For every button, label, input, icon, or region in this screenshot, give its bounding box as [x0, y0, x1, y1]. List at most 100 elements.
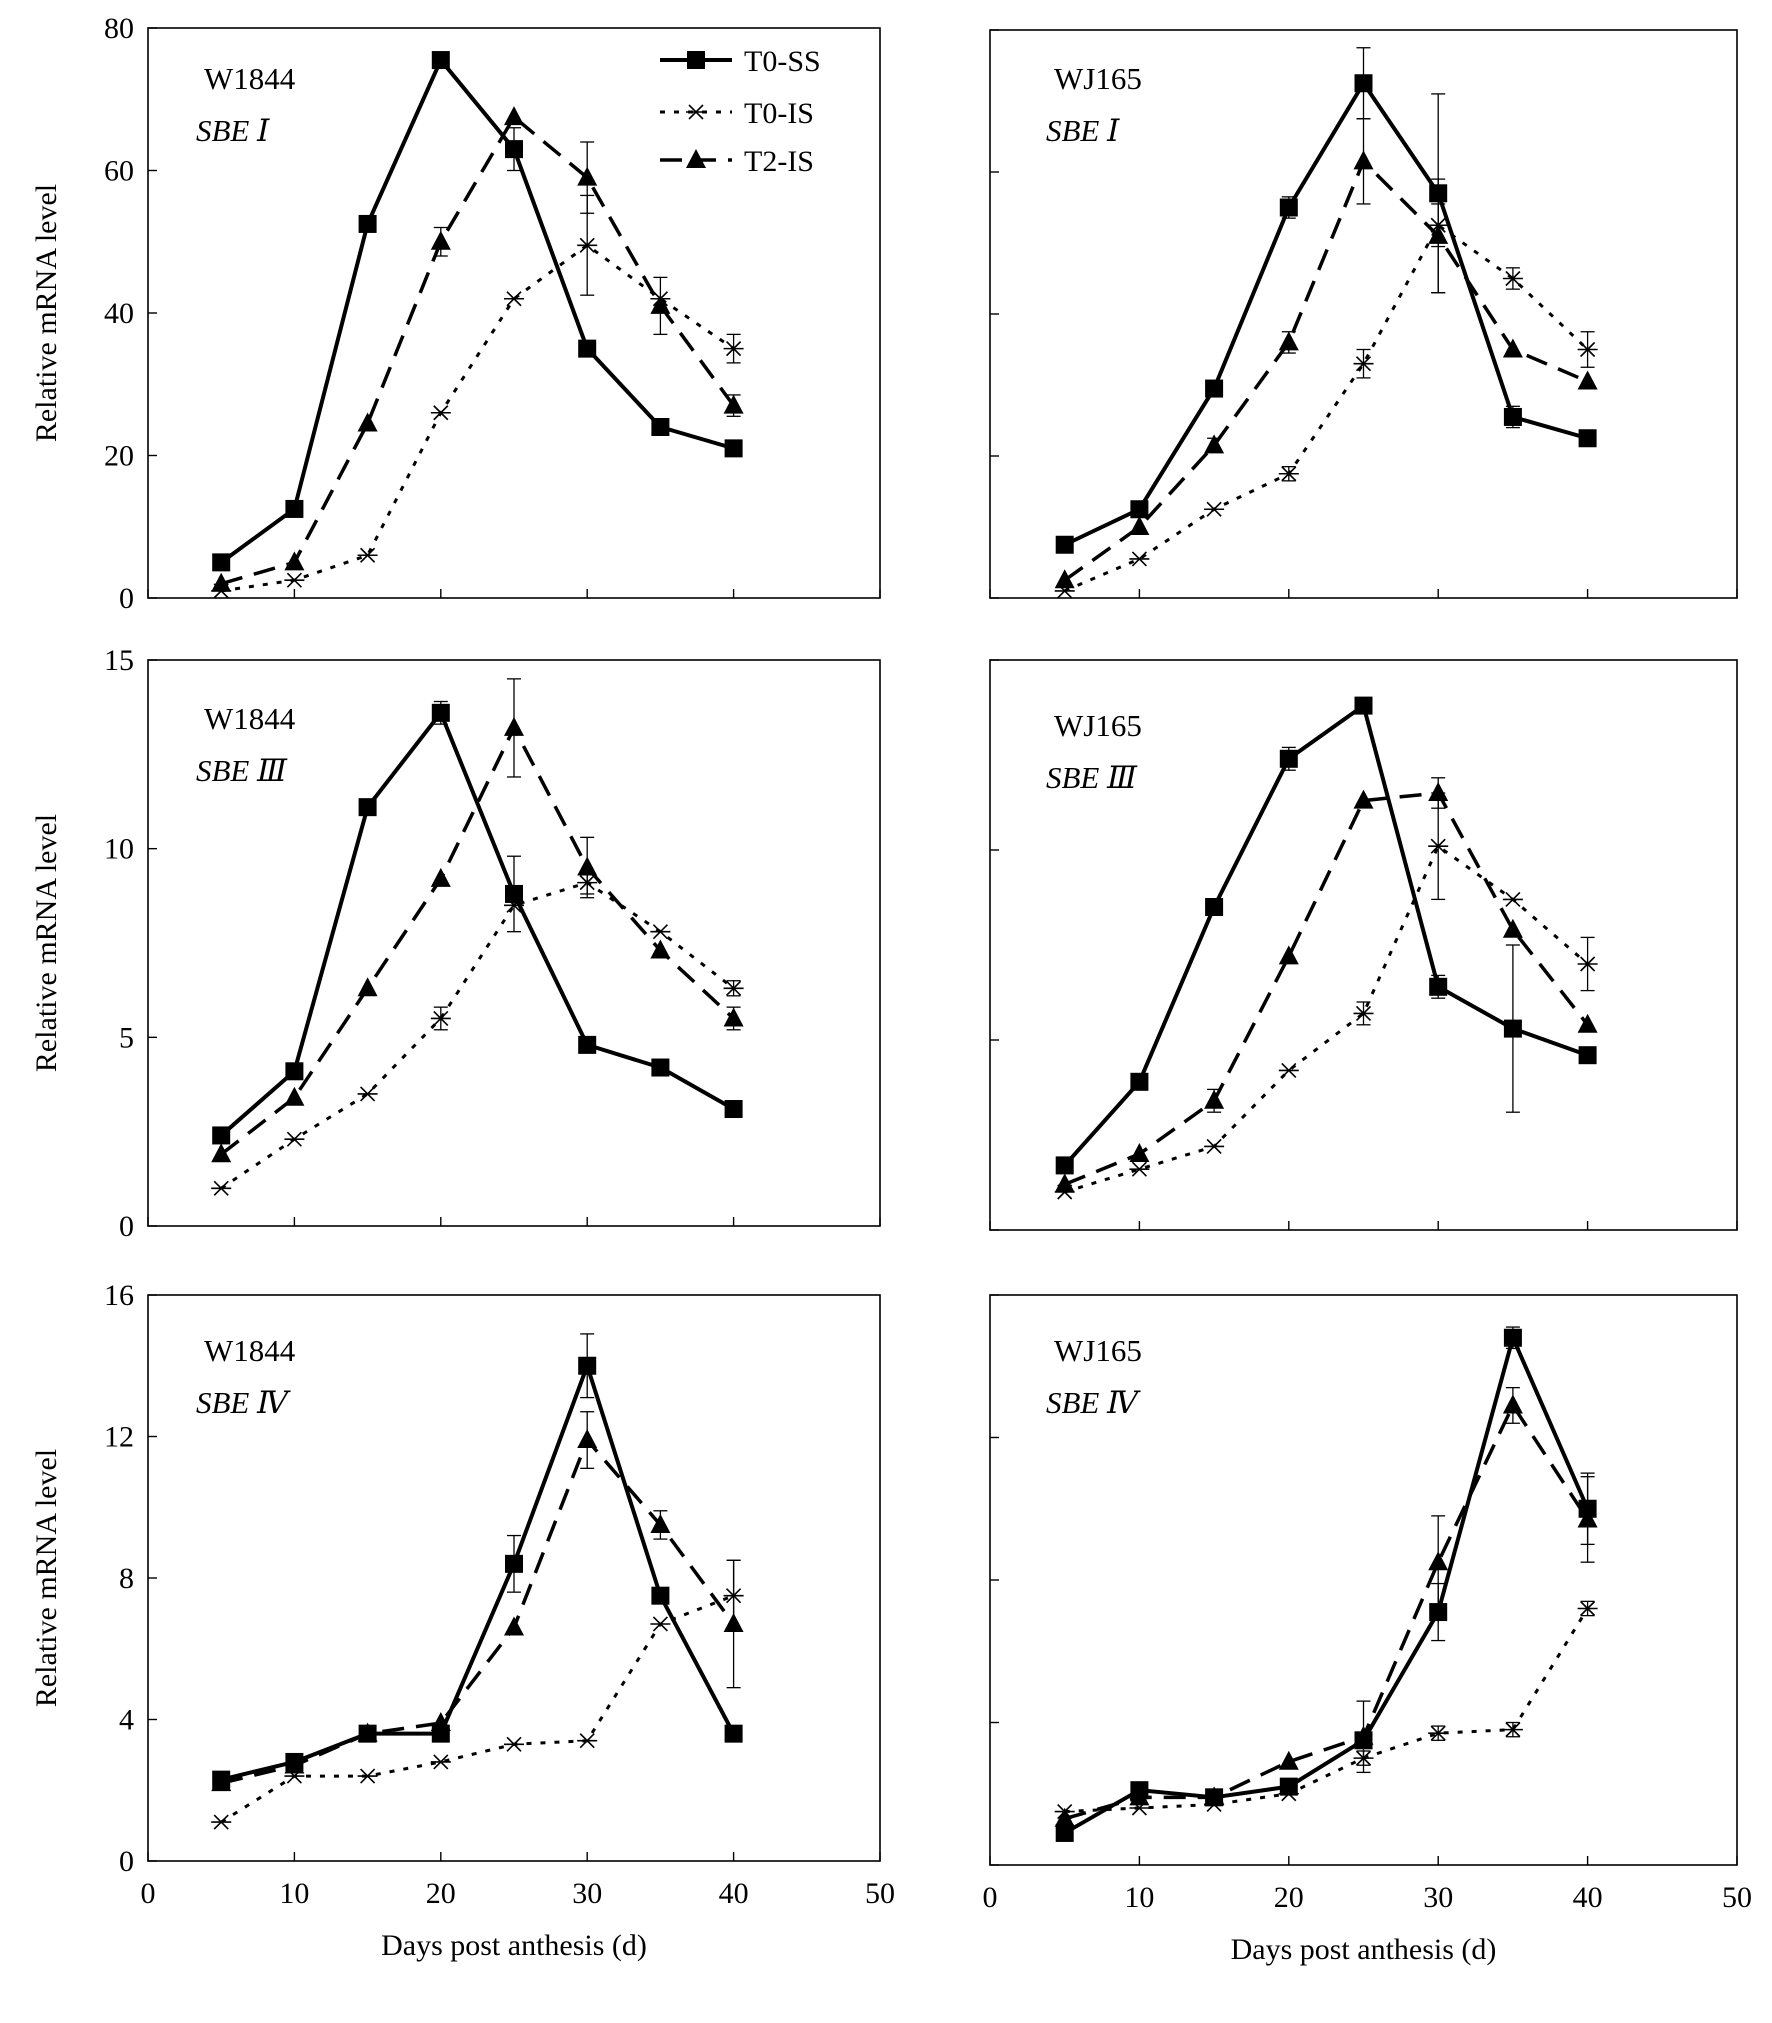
- data-point: [504, 1616, 524, 1636]
- y-tick-label: 0: [119, 1845, 134, 1878]
- data-point: [430, 1754, 451, 1770]
- data-point: [577, 1429, 598, 1449]
- series-line-t2-is: [1064, 1403, 1590, 1821]
- data-point: [1054, 569, 1075, 589]
- x-tick-label: 0: [141, 1877, 156, 1910]
- data-point: [1130, 500, 1149, 519]
- data-point: [1578, 1046, 1597, 1065]
- data-point: [430, 1010, 451, 1027]
- series-t0-is: [1054, 1600, 1598, 1820]
- data-point: [211, 1814, 232, 1830]
- y-tick-label: 60: [104, 155, 134, 188]
- data-point: [651, 1058, 670, 1077]
- series-line-t0-ss: [1063, 703, 1589, 1167]
- data-point: [284, 572, 305, 588]
- x-axis-label: Days post anthesis (d): [381, 1929, 647, 1962]
- panel-w1844-sbe4: W1844 SBE Ⅳ 0 4 8 12 16 0 10 20 30 40 50 Relative m…: [30, 1279, 895, 1962]
- data-point: [1205, 379, 1224, 398]
- data-point: [1204, 1786, 1225, 1806]
- data-point: [358, 798, 377, 817]
- panel-annotation-line1: W1844: [204, 701, 296, 736]
- data-point: [212, 553, 231, 572]
- data-point: [284, 1754, 305, 1774]
- data-point: [430, 867, 451, 887]
- data-point: [285, 1062, 304, 1081]
- y-tick-label: 80: [104, 12, 134, 45]
- x-tick-label: 40: [719, 1877, 749, 1910]
- series-t0-is: [1054, 203, 1598, 599]
- data-point: [651, 418, 670, 436]
- series-line-t0-is: [1064, 844, 1589, 1194]
- data-point: [357, 1086, 378, 1102]
- legend-label-t2-is: T2-IS: [744, 145, 814, 178]
- data-point: [1429, 977, 1448, 996]
- data-point: [1428, 1551, 1449, 1571]
- x-tick-label: 10: [1124, 1881, 1154, 1914]
- panel-annotation-line1: W1844: [204, 1333, 296, 1368]
- data-point: [1503, 1019, 1522, 1038]
- data-point: [1278, 945, 1299, 965]
- y-axis-label: Relative mRNA level: [30, 1449, 63, 1707]
- data-point: [577, 166, 598, 186]
- data-point: [504, 716, 524, 736]
- data-point: [1502, 270, 1523, 287]
- series-t0-is: [1054, 792, 1598, 1200]
- x-tick-label: 20: [426, 1877, 456, 1910]
- panel-annotation-line2: SBE Ⅰ: [1046, 113, 1120, 148]
- data-point: [1354, 74, 1373, 93]
- data-point: [723, 341, 744, 357]
- data-point: [1428, 838, 1449, 854]
- data-point: [723, 1612, 744, 1632]
- series-line-t0-is: [1064, 223, 1589, 593]
- series-t0-ss: [1055, 47, 1597, 554]
- data-point: [578, 339, 597, 358]
- data-point: [1279, 1777, 1298, 1796]
- data-point: [1055, 1823, 1074, 1842]
- data-point: [431, 703, 450, 722]
- x-tick-label: 30: [1423, 1881, 1453, 1914]
- data-point: [1502, 918, 1523, 938]
- panel-annotation-line1: W1844: [204, 61, 296, 96]
- data-point: [1204, 1138, 1225, 1154]
- data-point: [1129, 516, 1150, 535]
- series-line-t0-is: [1064, 1607, 1589, 1814]
- series-line-t0-ss: [1063, 1335, 1590, 1835]
- data-point: [1278, 466, 1299, 482]
- data-point: [1577, 370, 1598, 390]
- series-line-t2-is: [220, 115, 736, 586]
- data-point: [1054, 1173, 1075, 1193]
- y-tick-label: 12: [104, 1421, 134, 1454]
- legend-label-t0-is: T0-IS: [744, 97, 814, 130]
- data-point: [211, 1772, 232, 1792]
- series-line-t0-is: [220, 881, 735, 1190]
- data-point: [1054, 1807, 1075, 1827]
- data-point: [504, 1736, 524, 1752]
- panel-annotation-line1: WJ165: [1054, 1333, 1142, 1368]
- data-point: [211, 1180, 232, 1196]
- series-line-t0-ss: [220, 1363, 736, 1782]
- series-line-t2-is: [1064, 791, 1589, 1187]
- legend-marker: [686, 149, 706, 168]
- x-tick-label: 50: [865, 1877, 895, 1910]
- series-t0-is: [211, 194, 744, 599]
- x-tick-label: 20: [1274, 1881, 1304, 1914]
- data-point: [1577, 1013, 1598, 1033]
- data-point: [723, 1007, 744, 1027]
- data-point: [1577, 956, 1598, 972]
- series-t0-ss: [212, 700, 743, 1145]
- legend-label-t0-ss: T0-SS: [744, 45, 821, 78]
- data-point: [724, 1724, 743, 1743]
- data-point: [357, 1768, 378, 1784]
- data-point: [1353, 789, 1374, 809]
- x-axis-label: Days post anthesis (d): [1231, 1933, 1497, 1966]
- data-point: [1279, 198, 1298, 217]
- data-point: [1279, 749, 1298, 768]
- data-point: [1278, 331, 1299, 351]
- plot-frame: [147, 659, 881, 1227]
- x-tick-label: 30: [572, 1877, 602, 1910]
- data-point: [285, 499, 304, 518]
- y-tick-label: 15: [104, 644, 134, 677]
- data-point: [650, 1513, 671, 1533]
- panel-annotation-line2: SBE Ⅰ: [196, 113, 270, 148]
